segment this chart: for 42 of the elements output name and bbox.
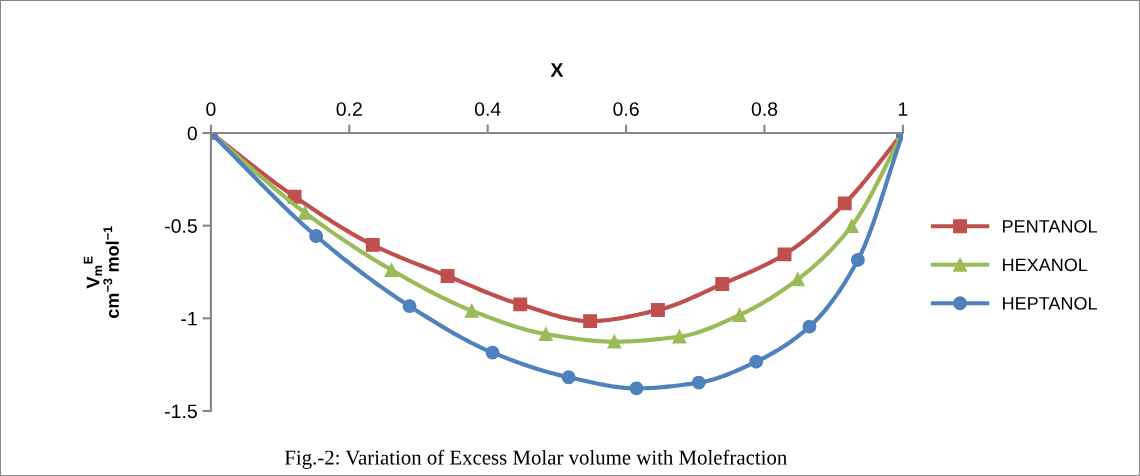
- point: [513, 297, 528, 312]
- point: [777, 247, 792, 262]
- point: [629, 381, 644, 396]
- point: [365, 237, 380, 252]
- x-axis-title: X: [550, 63, 564, 77]
- y-tick-label: -1: [181, 311, 197, 326]
- point: [672, 329, 687, 344]
- point: [561, 370, 576, 385]
- legend-label: HEXANOL: [1003, 258, 1088, 272]
- legend-label: PENTANOL: [1003, 219, 1097, 233]
- point: [464, 303, 479, 318]
- point: [440, 269, 455, 284]
- y-tick-label: -0.5: [165, 219, 197, 233]
- point: [309, 229, 324, 243]
- x-tick-label: 1: [898, 102, 908, 116]
- point: [402, 299, 417, 314]
- y-tick-label: -1.5: [165, 404, 197, 419]
- point: [538, 327, 553, 342]
- text: Fig.-2: Variation of Excess Molar volume with Molefraction: [284, 449, 787, 469]
- point: [749, 354, 764, 369]
- y-tick-label: 0: [187, 126, 197, 141]
- point: [790, 272, 805, 287]
- point: [485, 345, 500, 360]
- point: [844, 219, 859, 233]
- legend-label: HEPTANOL: [1003, 296, 1097, 310]
- point: [850, 252, 865, 267]
- point: [607, 334, 622, 349]
- point: [715, 277, 730, 291]
- text: V$_{m}$$^{E}$ cm$^{−3}$ mol$^{−1}$: [83, 226, 119, 318]
- point: [837, 196, 852, 211]
- point: [650, 303, 665, 317]
- x-tick-label: 0.4: [474, 102, 501, 116]
- point: [691, 375, 706, 390]
- point: [802, 319, 817, 334]
- point: [384, 263, 399, 277]
- point: [298, 205, 312, 220]
- x-tick-label: 0: [206, 102, 216, 116]
- x-tick-label: 0.8: [751, 102, 778, 116]
- x-tick-label: 0.2: [336, 102, 362, 116]
- point: [732, 308, 747, 322]
- point: [583, 314, 598, 329]
- x-tick-label: 0.6: [613, 102, 639, 116]
